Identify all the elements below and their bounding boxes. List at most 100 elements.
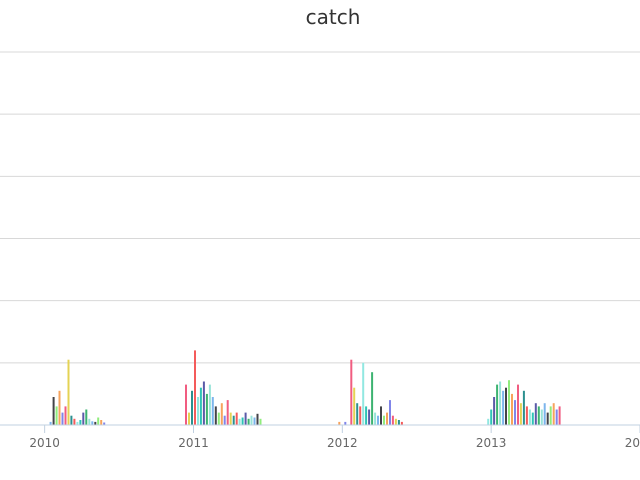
bar	[552, 403, 555, 425]
bar	[229, 412, 232, 425]
bar	[362, 362, 365, 425]
bar	[389, 400, 391, 425]
bar	[238, 418, 241, 425]
bar	[356, 403, 359, 425]
x-tick-label: 2012	[327, 436, 358, 450]
bar	[223, 415, 226, 425]
bar	[493, 397, 496, 425]
bar	[67, 359, 70, 425]
bar	[394, 418, 397, 425]
bar	[350, 359, 353, 425]
bar	[232, 415, 235, 425]
bar	[338, 421, 341, 425]
bar	[397, 420, 400, 425]
bar	[55, 406, 58, 425]
bar	[519, 403, 522, 425]
bar	[70, 415, 73, 425]
bar	[226, 400, 229, 425]
bar	[359, 406, 362, 425]
bar	[220, 403, 223, 425]
bar	[250, 415, 253, 425]
bar	[211, 397, 214, 425]
bar	[256, 413, 259, 425]
bar	[531, 412, 534, 425]
bar	[365, 406, 368, 425]
bar	[58, 390, 61, 425]
x-tick-label: 2014	[625, 436, 640, 450]
bar	[85, 409, 88, 425]
bar	[522, 390, 525, 425]
bar	[546, 412, 549, 425]
bar	[194, 350, 196, 425]
chart-title: catch	[306, 5, 361, 29]
x-tick-label: 2011	[178, 436, 209, 450]
bar	[540, 409, 543, 425]
bar	[371, 372, 374, 425]
bar	[534, 403, 537, 425]
bar	[214, 406, 217, 425]
bar	[517, 384, 519, 425]
bar	[64, 406, 67, 425]
bar	[487, 418, 490, 425]
bar	[73, 418, 76, 425]
bar	[353, 387, 356, 425]
bar	[49, 421, 52, 425]
bar	[88, 418, 91, 425]
bar-layer	[49, 350, 561, 425]
bar	[202, 381, 205, 425]
bar	[244, 412, 247, 425]
bar	[191, 390, 193, 425]
bar	[555, 409, 558, 425]
bar	[344, 421, 347, 425]
bar	[383, 415, 385, 425]
bar	[217, 412, 220, 425]
x-tick-label: 2013	[476, 436, 507, 450]
bar	[185, 384, 187, 425]
bar	[502, 390, 505, 425]
x-tick-label: 2010	[29, 436, 60, 450]
bar	[368, 409, 371, 425]
bar	[400, 421, 403, 425]
bar	[247, 418, 250, 425]
bar	[508, 380, 510, 425]
grid-layer	[0, 51, 640, 364]
bar	[496, 384, 499, 425]
bar	[377, 415, 379, 425]
bar	[253, 417, 256, 425]
bar	[76, 421, 79, 425]
bar	[103, 422, 106, 425]
bar	[199, 387, 202, 425]
bar	[490, 409, 493, 425]
bar	[82, 412, 85, 425]
x-tick-layer: 2010 2011 2012 2013 2014	[29, 425, 640, 450]
bar	[558, 406, 561, 425]
bar	[543, 403, 546, 425]
bar	[52, 397, 55, 425]
bar	[94, 421, 97, 425]
bar	[100, 420, 103, 425]
bar	[549, 406, 552, 425]
bar	[208, 384, 211, 425]
bar	[525, 406, 528, 425]
bar	[374, 412, 377, 425]
bar	[79, 420, 82, 425]
bar	[499, 381, 502, 425]
bar	[380, 406, 382, 425]
bar	[259, 418, 262, 425]
bar	[91, 421, 94, 425]
bar	[235, 412, 238, 425]
bar	[188, 412, 190, 425]
bar	[197, 397, 199, 425]
bar	[97, 417, 100, 425]
bar	[511, 393, 513, 425]
bar	[528, 409, 531, 425]
bar	[514, 400, 516, 425]
bar	[205, 393, 208, 425]
bar	[386, 412, 388, 425]
bar	[505, 387, 507, 425]
bar	[241, 417, 244, 425]
bar	[537, 406, 540, 425]
bar	[391, 415, 394, 425]
bar	[61, 412, 64, 425]
